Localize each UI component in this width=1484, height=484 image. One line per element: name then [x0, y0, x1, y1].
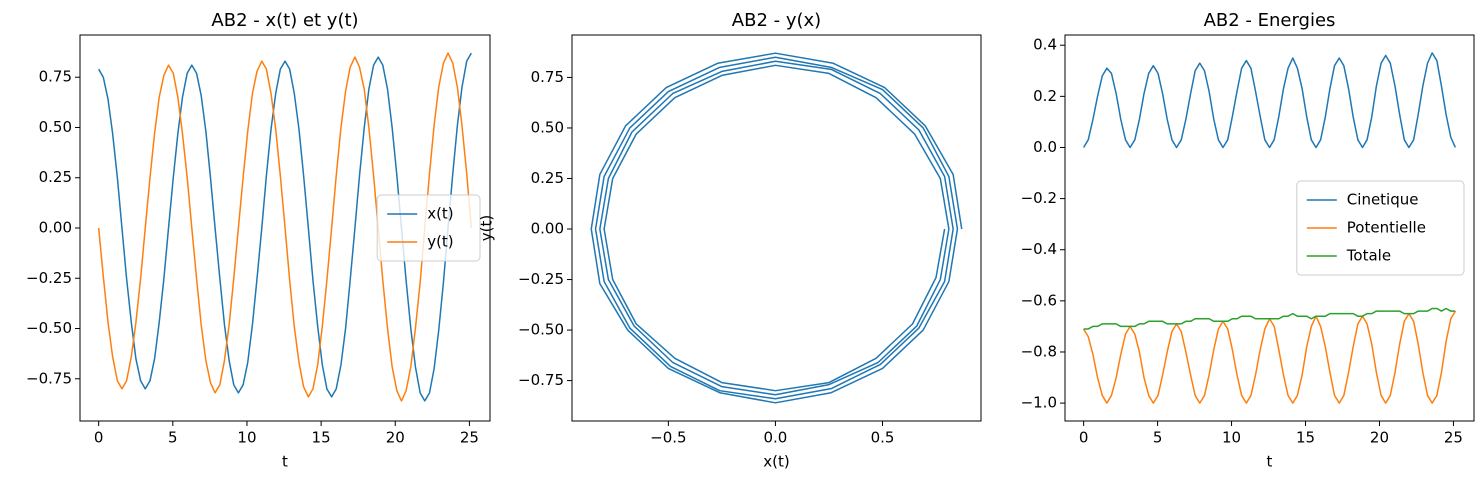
- axes: AB2 - x(t) et y(t) 0 5 10 15 20 25 −0.75 −0.50 −0…: [26, 10, 491, 471]
- legend: x(t) y(t): [376, 194, 481, 262]
- y-tick-label: 0.4: [1033, 36, 1057, 54]
- y-tick-label: 0.2: [1033, 87, 1057, 105]
- x-tick-label: 15: [1296, 429, 1315, 447]
- series-line: [97, 52, 473, 402]
- x-tick-label: 20: [1370, 429, 1389, 447]
- y-tick-label: 0.25: [531, 169, 564, 187]
- x-tick-label: 0.5: [871, 429, 895, 447]
- series-line: [1082, 52, 1457, 149]
- x-axis-label: t: [1267, 453, 1273, 471]
- y-tick-label: −0.6: [1021, 291, 1057, 309]
- y-tick-label: 0.25: [39, 168, 72, 186]
- y-tick-label: −0.50: [26, 319, 72, 337]
- y-tick-label: −1.0: [1021, 394, 1057, 412]
- legend-label: Potentielle: [1347, 219, 1426, 237]
- x-tick-label: 15: [312, 429, 331, 447]
- axes-frame: [79, 34, 491, 422]
- x-tick-label: 0.0: [763, 429, 787, 447]
- y-tick-label: −0.75: [518, 371, 564, 389]
- y-tick-label: 0.75: [39, 68, 72, 86]
- x-tick-label: 20: [386, 429, 405, 447]
- y-tick-label: 0.50: [39, 118, 72, 136]
- x-tick-label: 0: [1079, 429, 1089, 447]
- x-tick-label: 5: [1153, 429, 1163, 447]
- chart-title: AB2 - Energies: [1204, 10, 1336, 31]
- x-tick-label: 0: [94, 429, 104, 447]
- x-tick-label: 10: [237, 429, 256, 447]
- series-line: [1082, 310, 1457, 404]
- x-tick-label: 5: [168, 429, 178, 447]
- y-tick-label: 0.00: [531, 220, 564, 238]
- x-tick-label: −0.5: [650, 429, 686, 447]
- legend: Cinetique Potentielle Totale: [1296, 180, 1465, 276]
- legend-box: [1296, 180, 1465, 276]
- axes: AB2 - y(x) −0.5 0.0 0.5 −0.75 −0.50 −0.25 0.00 0…: [478, 10, 982, 471]
- y-axis-label: y(t): [478, 215, 496, 241]
- y-tick-label: 0.75: [531, 68, 564, 86]
- y-tick-label: 0.50: [531, 118, 564, 136]
- y-tick-label: −0.8: [1021, 342, 1057, 360]
- axes-frame: [571, 34, 982, 422]
- legend-label: Totale: [1346, 247, 1391, 265]
- y-tick-label: −0.50: [518, 321, 564, 339]
- legend-box: [376, 194, 481, 262]
- legend-label: x(t): [427, 205, 453, 223]
- y-tick-label: −0.2: [1021, 189, 1057, 207]
- x-tick-label: 10: [1222, 429, 1241, 447]
- x-tick-label: 25: [460, 429, 479, 447]
- series-line: [590, 52, 963, 404]
- series-line: [98, 52, 472, 402]
- x-axis-label: t: [282, 453, 288, 471]
- axes-frame: [1064, 34, 1475, 422]
- y-tick-label: 0.0: [1033, 138, 1057, 156]
- y-tick-label: −0.25: [518, 270, 564, 288]
- chart-title: AB2 - x(t) et y(t): [211, 10, 358, 31]
- axes: AB2 - Energies 0 5 10 15 20 25 −1.0 −0.8 −0.6 −0.4…: [1021, 10, 1475, 471]
- x-axis-label: x(t): [763, 453, 789, 471]
- y-tick-label: −0.25: [26, 269, 72, 287]
- y-tick-label: −0.75: [26, 369, 72, 387]
- y-tick-label: −0.4: [1021, 240, 1057, 258]
- chart-title: AB2 - y(x): [732, 10, 821, 31]
- legend-label: y(t): [427, 233, 453, 251]
- legend-label: Cinetique: [1347, 191, 1419, 209]
- series-line: [1083, 307, 1456, 330]
- y-tick-label: 0.00: [39, 219, 72, 237]
- x-tick-label: 25: [1444, 429, 1463, 447]
